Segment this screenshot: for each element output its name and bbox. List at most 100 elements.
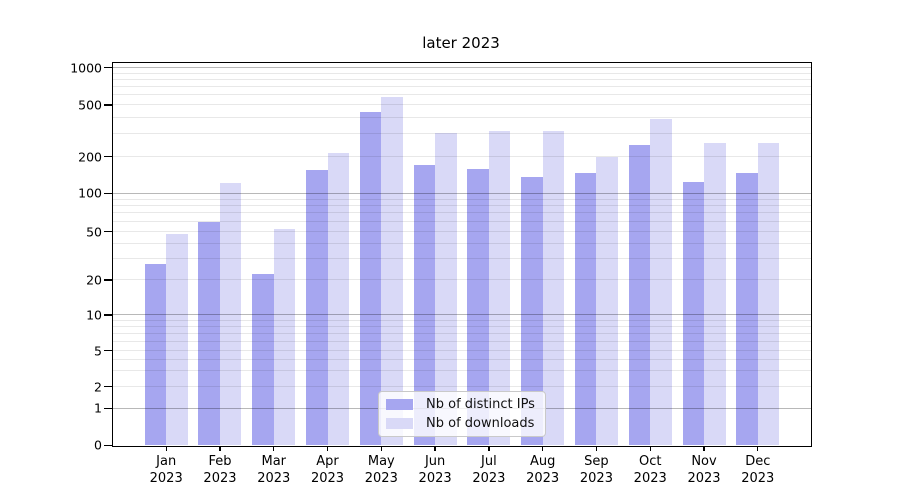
gridline-minor-900 bbox=[113, 72, 811, 74]
y-tick-100 bbox=[104, 192, 112, 195]
gridline-minor-4 bbox=[113, 358, 811, 360]
bar-ips-jan bbox=[144, 263, 167, 445]
legend-label-distinct-ips: Nb of distinct IPs bbox=[426, 397, 535, 412]
plot-area: Nb of distinct IPs Nb of downloads 0 1 2 5 1… bbox=[70, 60, 812, 486]
y-tick-200 bbox=[104, 155, 112, 158]
y-tick-5 bbox=[104, 349, 112, 352]
gridline-minor-400 bbox=[113, 116, 811, 118]
year-label: 2023 bbox=[687, 470, 721, 486]
bar-downloads-feb bbox=[219, 183, 242, 445]
y-tick-label-1000: 1000 bbox=[70, 60, 102, 76]
month-label: May bbox=[367, 454, 395, 469]
month-label: Nov bbox=[691, 454, 717, 469]
x-tick-label-aug: Aug 2023 bbox=[513, 454, 573, 487]
x-tick-dec bbox=[757, 446, 759, 451]
bar-ips-jul bbox=[467, 168, 489, 445]
x-tick-nov bbox=[703, 446, 705, 451]
y-tick-0 bbox=[104, 444, 112, 446]
x-tick-label-sep: Sep 2023 bbox=[566, 454, 626, 487]
gridline-minor-20 bbox=[113, 279, 811, 281]
gridline-minor-500 bbox=[113, 104, 811, 106]
gridline-minor-6 bbox=[113, 340, 811, 342]
x-tick-label-jul: Jul 2023 bbox=[459, 454, 519, 487]
y-tick-label-2: 2 bbox=[94, 379, 102, 395]
year-label: 2023 bbox=[364, 470, 398, 486]
y-tick-label-50: 50 bbox=[86, 224, 102, 240]
y-tick-500 bbox=[104, 104, 112, 106]
x-tick-label-dec: Dec 2023 bbox=[728, 454, 788, 487]
x-tick-sep bbox=[595, 446, 598, 451]
y-tick-10 bbox=[104, 314, 112, 316]
y-tick-label-100: 100 bbox=[78, 185, 102, 201]
bar-ips-aug bbox=[521, 176, 543, 445]
month-label: Sep bbox=[584, 454, 609, 469]
year-label: 2023 bbox=[418, 470, 452, 486]
bar-downloads-sep bbox=[596, 156, 618, 445]
bar-ips-feb bbox=[198, 221, 220, 445]
y-tick-label-500: 500 bbox=[78, 97, 102, 113]
bar-downloads-oct bbox=[650, 119, 672, 445]
year-label: 2023 bbox=[149, 470, 183, 486]
gridline-minor-800 bbox=[113, 78, 811, 80]
y-tick-20 bbox=[104, 279, 112, 281]
x-tick-label-jan: Jan 2023 bbox=[136, 454, 196, 487]
legend: Nb of distinct IPs Nb of downloads bbox=[378, 391, 546, 437]
x-tick-label-feb: Feb 2023 bbox=[190, 454, 250, 487]
y-tick-label-10: 10 bbox=[86, 307, 102, 323]
bar-downloads-jun bbox=[435, 133, 457, 445]
legend-swatch-downloads-icon bbox=[386, 418, 413, 429]
gridline-minor-2 bbox=[113, 385, 811, 387]
y-tick-50 bbox=[104, 231, 112, 233]
gridline-minor-60 bbox=[113, 220, 811, 222]
x-tick-oct bbox=[649, 446, 651, 451]
bar-ips-mar bbox=[252, 274, 274, 445]
year-label: 2023 bbox=[472, 470, 506, 486]
bar-ips-oct bbox=[628, 144, 651, 445]
bar-ips-apr bbox=[306, 169, 328, 445]
y-tick-label-0: 0 bbox=[94, 437, 102, 453]
month-label: Jan bbox=[156, 454, 177, 469]
y-tick-label-1: 1 bbox=[94, 400, 102, 416]
year-label: 2023 bbox=[203, 470, 237, 486]
y-tick-label-20: 20 bbox=[86, 272, 102, 288]
year-label: 2023 bbox=[741, 470, 775, 486]
gridline-minor-80 bbox=[113, 205, 811, 207]
gridline-minor-9 bbox=[113, 319, 811, 321]
month-label: Mar bbox=[261, 454, 287, 469]
year-label: 2023 bbox=[579, 470, 613, 486]
bar-ips-may bbox=[359, 111, 382, 445]
bar-downloads-nov bbox=[704, 143, 726, 445]
month-label: Apr bbox=[316, 454, 339, 469]
x-tick-label-oct: Oct 2023 bbox=[620, 454, 680, 487]
y-tick-label-5: 5 bbox=[94, 343, 102, 359]
gridline-major-100 bbox=[113, 192, 811, 194]
gridline-minor-50 bbox=[113, 231, 811, 233]
x-tick-mar bbox=[273, 446, 275, 451]
legend-item-downloads: Nb of downloads bbox=[386, 416, 545, 431]
gridline-minor-5 bbox=[113, 349, 811, 351]
x-tick-jun bbox=[434, 446, 436, 451]
gridline-major-10 bbox=[113, 314, 811, 316]
year-label: 2023 bbox=[526, 470, 560, 486]
bar-ips-sep bbox=[574, 172, 597, 445]
bar-downloads-may bbox=[381, 96, 403, 445]
bar-ips-dec bbox=[736, 172, 758, 445]
year-label: 2023 bbox=[310, 470, 345, 486]
x-tick-label-nov: Nov 2023 bbox=[674, 454, 734, 487]
x-tick-label-jun: Jun 2023 bbox=[405, 454, 465, 487]
month-label: Aug bbox=[529, 454, 556, 469]
x-tick-may bbox=[380, 446, 382, 451]
chart-title: later 2023 bbox=[422, 34, 500, 52]
bar-downloads-jan bbox=[166, 234, 188, 445]
month-label: Dec bbox=[745, 454, 771, 469]
legend-swatch-ips-icon bbox=[386, 399, 413, 410]
gridline-minor-90 bbox=[113, 198, 811, 200]
gridline-minor-70 bbox=[113, 212, 811, 214]
bar-downloads-dec bbox=[757, 143, 780, 445]
x-tick-feb bbox=[219, 446, 221, 451]
bar-ips-jun bbox=[413, 164, 436, 445]
x-tick-jan bbox=[165, 446, 167, 451]
month-label: Jun bbox=[424, 454, 446, 469]
gridline-minor-700 bbox=[113, 86, 811, 88]
